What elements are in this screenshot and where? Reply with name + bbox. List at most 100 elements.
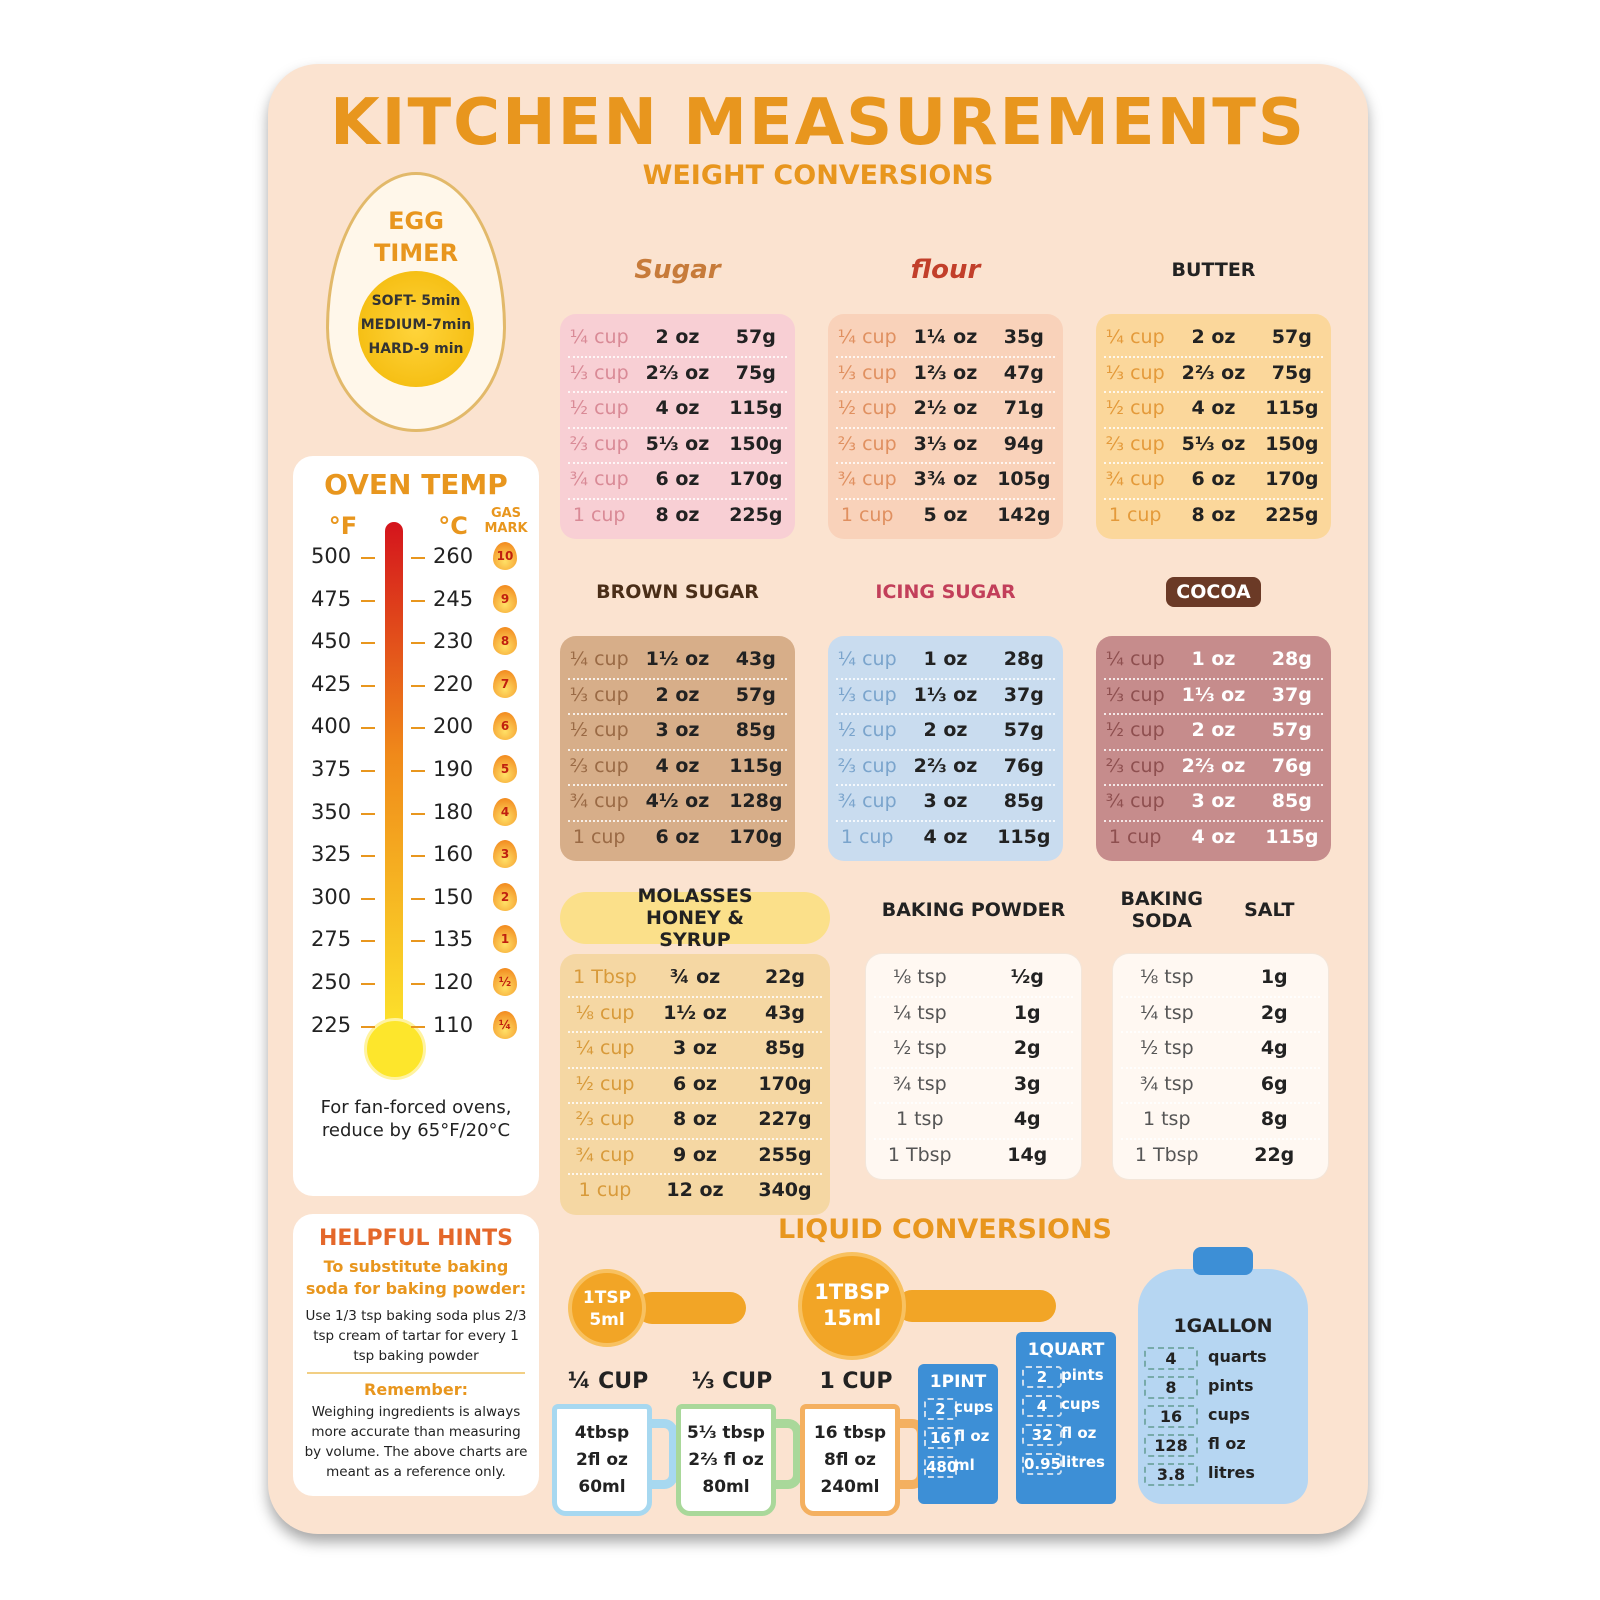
celsius: 135	[433, 927, 474, 952]
spoon-text: 1TBSP	[814, 1280, 890, 1304]
oven-note: For fan-forced ovens, reduce by 65°F/20°…	[320, 1097, 512, 1141]
gas-mark: 10	[496, 549, 514, 563]
row-divider	[1104, 426, 1323, 429]
gas-mark: 2	[500, 889, 510, 904]
fahrenheit: 325	[311, 842, 352, 867]
measure: ⅔ cup	[837, 754, 897, 777]
amount: 4 oz	[923, 825, 968, 848]
amount: 142g	[997, 503, 1051, 526]
amount: 6 oz	[655, 825, 700, 848]
amount: 76g	[1003, 754, 1044, 777]
row-divider	[568, 784, 787, 786]
row-divider	[1104, 784, 1323, 786]
amount: 2 oz	[1191, 719, 1236, 741]
container-amount: 2	[924, 1398, 957, 1420]
measure: ⅓ cup	[1105, 361, 1165, 384]
measure: 1 tsp	[895, 1108, 944, 1130]
row-divider	[568, 1102, 822, 1104]
cup-line: 2⅔ fl oz	[688, 1450, 764, 1470]
ingredient-label-box: BAKING POWDER	[866, 884, 1081, 936]
egg-item: SOFT- 5min	[371, 293, 461, 309]
measure: 1 cup	[840, 503, 894, 526]
spoon-text: 5ml	[589, 1310, 625, 1330]
amount: 35g	[1003, 326, 1044, 348]
measure: ⅔ cup	[569, 754, 629, 777]
tick-left	[361, 770, 375, 772]
amount: 3 oz	[655, 719, 700, 741]
fahrenheit: 350	[311, 799, 352, 824]
measure: ⅔ cup	[837, 432, 897, 455]
amount: 170g	[758, 1072, 812, 1095]
container-amount: 16	[924, 1427, 957, 1449]
gas-flame: 1	[493, 925, 517, 954]
row-divider	[1104, 497, 1323, 500]
gas-mark: 5	[500, 762, 510, 776]
cup-line: 4tbsp	[574, 1423, 630, 1443]
row-divider	[1104, 355, 1323, 358]
container-unit: cups	[954, 1398, 994, 1416]
measure: ⅛ cup	[575, 1001, 635, 1024]
row-divider	[1121, 1137, 1320, 1140]
gas-mark: 7	[500, 676, 510, 691]
measure: ¼ cup	[569, 326, 629, 348]
row-divider	[836, 819, 1055, 822]
weight-table: 1 Tbsp ¾ oz 22g ⅛ cup 1½ oz 43g ¼ cup 3 oz 85g ½ …	[560, 954, 830, 1215]
row-divider	[1121, 1031, 1320, 1033]
egg-yolk: SOFT- 5min MEDIUM-7min HARD-9 min	[358, 271, 474, 387]
amount: 76g	[1271, 754, 1312, 777]
egg-timer: EGG TIMER SOFT- 5min MEDIUM-7min HARD-9 min	[326, 172, 506, 432]
celsius: 200	[433, 714, 474, 739]
ingredient-label: BAKING SODA	[1120, 888, 1203, 932]
fahrenheit: 275	[311, 927, 352, 952]
tick-right	[411, 684, 425, 687]
row-divider	[1121, 995, 1320, 998]
measure: 1 Tbsp	[573, 966, 637, 988]
gas-mark: ½	[498, 975, 512, 989]
measure: ¼ cup	[1105, 326, 1165, 348]
amount: 4 oz	[655, 397, 700, 419]
container-unit: fl oz	[1208, 1434, 1246, 1453]
amount: 6 oz	[1191, 468, 1236, 490]
weight-table: ¼ cup 1½ oz 43g ⅓ cup 2 oz 57g ½ cup 3 oz 85g ⅔ c…	[560, 636, 795, 861]
measure: ⅔ cup	[1105, 754, 1165, 777]
measure: 1 cup	[572, 503, 626, 526]
weight-table: ¼ cup 1¼ oz 35g ⅓ cup 1⅔ oz 47g ½ cup 2½ oz 71g ⅔…	[828, 314, 1063, 539]
amount: 43g	[764, 1001, 806, 1024]
measure: ½ cup	[1105, 397, 1165, 419]
amount: 115g	[729, 397, 783, 419]
amount: 8g	[1260, 1108, 1288, 1130]
amount: 28g	[1003, 648, 1044, 670]
measure: ⅛ tsp	[892, 966, 947, 988]
row-divider	[568, 1066, 822, 1069]
ingredient-label-box: COCOA	[1096, 566, 1331, 618]
tick-left	[361, 599, 375, 602]
amount: 5⅓ oz	[645, 432, 710, 455]
amount: 4g	[1260, 1037, 1288, 1059]
gas-mark: 8	[500, 634, 510, 649]
cup-line: 60ml	[578, 1477, 626, 1497]
amount: 14g	[1007, 1143, 1048, 1166]
measure: ½ cup	[575, 1072, 635, 1095]
measure: ¼ cup	[575, 1037, 635, 1059]
amount: 8 oz	[1191, 503, 1236, 526]
ingredient-label: flour	[910, 255, 981, 285]
measure: ¼ cup	[569, 648, 629, 670]
amount: 5 oz	[923, 503, 968, 526]
amount: 3 oz	[923, 790, 968, 812]
amount: 1 oz	[923, 648, 968, 670]
amount: 2⅔ oz	[913, 754, 978, 777]
measure: 1 cup	[578, 1179, 632, 1201]
spoon-bowl: 1TBSP 15ml	[798, 1252, 906, 1360]
container: 1QUART 2 pints 4 cups 32 fl oz 0.95 litres	[1016, 1332, 1116, 1504]
amount: 37g	[1003, 683, 1044, 706]
tick-left	[361, 684, 375, 687]
cup-line: 240ml	[820, 1477, 880, 1497]
cup: 16 tbsp 8fl oz 240ml	[800, 1404, 900, 1516]
amount: 47g	[1003, 361, 1044, 384]
measure: ½ cup	[837, 719, 897, 741]
tick-left	[361, 727, 375, 730]
amount: 2½ oz	[913, 397, 978, 419]
row-divider	[836, 784, 1055, 786]
gas-flame: 2	[493, 882, 517, 911]
weight-table: ¼ cup 1 oz 28g ⅓ cup 1⅓ oz 37g ½ cup 2 oz 57g ⅔ c…	[828, 636, 1063, 861]
